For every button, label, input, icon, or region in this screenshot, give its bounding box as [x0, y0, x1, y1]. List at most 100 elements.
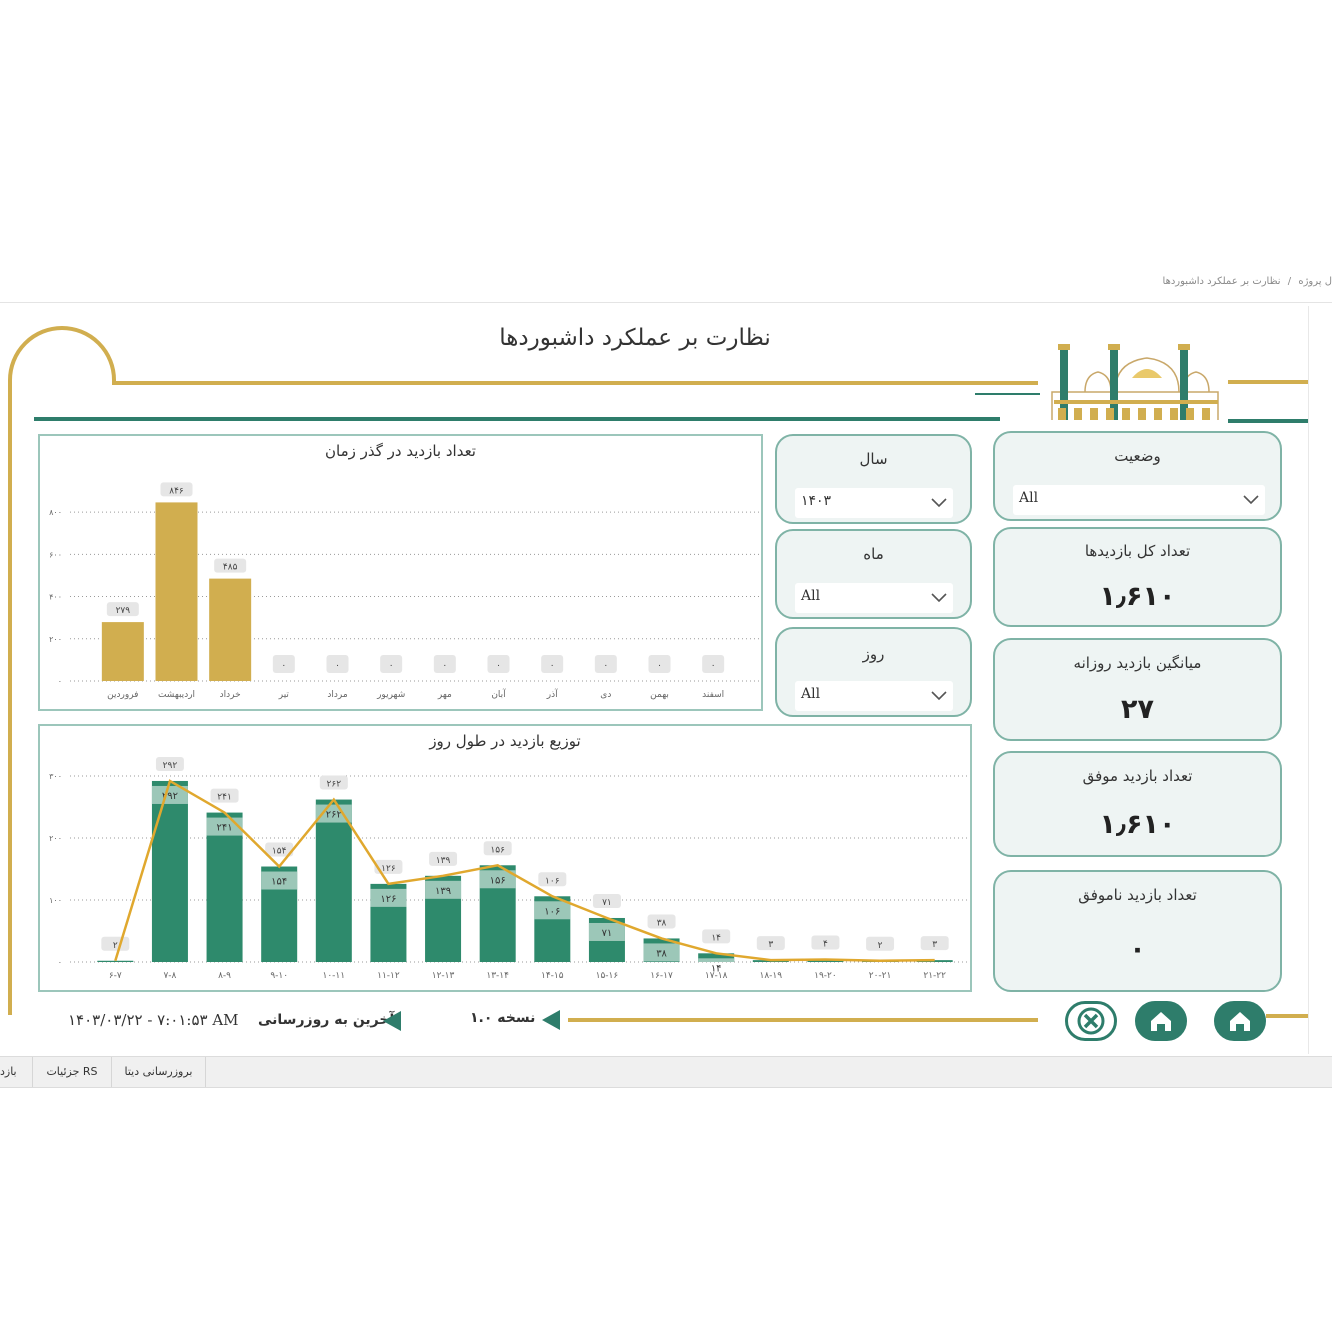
x-tick-label: ۱۴-۱۵: [541, 971, 564, 981]
day-filter-card: روز All: [775, 627, 972, 717]
year-filter-card: سال ۱۴۰۳: [775, 434, 972, 524]
monthly-chart-title: تعداد بازدید در گذر زمان: [325, 442, 476, 460]
status-filter-label: وضعیت: [1114, 447, 1161, 465]
year-filter-label: سال: [859, 450, 888, 468]
data-label: ۳: [768, 940, 773, 950]
daily-average-value: ۲۷: [1121, 694, 1154, 725]
page-tabs-bar: بازد جزئیات RS بروزرسانی دیتا: [0, 1056, 1332, 1088]
home-button-alt[interactable]: [1214, 1001, 1266, 1041]
bar: [698, 953, 735, 962]
data-label: ۲: [878, 941, 883, 951]
breadcrumb-page[interactable]: نظارت بر عملکرد داشبوردها: [1162, 276, 1281, 287]
data-label: ۷۱: [602, 928, 613, 939]
data-label-bg: [811, 935, 840, 950]
data-label: ۳۸: [656, 948, 667, 959]
data-label: ۰: [496, 661, 501, 671]
x-tick-label: ۱۳-۱۴: [486, 971, 509, 981]
data-label: ۱۳۹: [435, 886, 451, 897]
data-label: ۱۳۹: [436, 856, 451, 866]
year-dropdown[interactable]: ۱۴۰۳: [795, 488, 953, 518]
data-label: ۱۵۴: [272, 847, 287, 857]
bar: [155, 502, 198, 681]
data-label: ۱۵۶: [490, 845, 505, 855]
arrow-left-icon: [383, 1011, 401, 1031]
data-label: ۷۱: [602, 898, 612, 908]
successful-visits-card: تعداد بازدید موفق ۱٫۶۱۰: [993, 751, 1282, 857]
data-label: ۴۸۵: [223, 563, 238, 573]
status-filter-card: وضعیت All: [993, 431, 1282, 521]
bar-label-band: [479, 870, 516, 889]
data-label: ۲۷۹: [116, 606, 131, 616]
breadcrumb-project[interactable]: ل پروژه: [1298, 276, 1332, 287]
data-label: ۱۵۶: [490, 875, 506, 886]
hourly-chart-svg: ۰ ۱۰۰ ۲۰۰ ۳۰۰ ۲ ۶-۷ ۲۹۲ ۲۹۲ ۷-۸ ۲۴۱ ۲۴۱ ۸-۹ ۱۵۴ ۱۵۴ ۹-…: [49, 756, 970, 981]
data-label-bg: [374, 859, 403, 874]
data-label-bg: [380, 655, 403, 673]
bar: [315, 799, 352, 962]
data-label-bg: [648, 655, 671, 673]
x-tick-label: ۷-۸: [163, 971, 176, 981]
day-dropdown[interactable]: All: [795, 681, 953, 711]
x-tick-label: آبان: [491, 688, 506, 700]
data-label-bg: [265, 842, 294, 857]
data-label-bg: [702, 655, 725, 673]
y-tick-label: ۶۰۰: [49, 550, 62, 559]
data-label: ۲۶۲: [326, 810, 342, 821]
status-dropdown[interactable]: All: [1013, 485, 1265, 515]
x-tick-label: ۱۵-۱۶: [596, 971, 619, 981]
data-label-bg: [155, 756, 184, 771]
status-dropdown-value: All: [1019, 490, 1039, 506]
tab-visits[interactable]: بازد: [0, 1057, 33, 1087]
version-label: نسخه ۱.۰: [470, 1010, 536, 1026]
data-label-bg: [594, 655, 617, 673]
data-label: ۲۹۲: [162, 791, 178, 802]
data-label-bg: [756, 936, 785, 951]
bar-label-band: [425, 880, 462, 899]
data-label: ۱۴: [711, 933, 721, 943]
month-dropdown[interactable]: All: [795, 583, 953, 613]
x-tick-label: ۹-۱۰: [270, 971, 288, 981]
data-label: ۲: [113, 941, 118, 951]
hourly-chart-title: توزیع بازدید در طول روز: [429, 732, 581, 750]
x-tick-label: ۲۰-۲۱: [869, 971, 892, 981]
y-tick-label: ۴۰۰: [49, 593, 62, 602]
data-label-bg: [106, 602, 139, 617]
day-filter-label: روز: [862, 645, 885, 663]
data-label: ۰: [281, 661, 286, 671]
arrow-left-icon: [542, 1010, 560, 1030]
bar-label-band: [370, 888, 407, 907]
data-label-bg: [541, 655, 564, 673]
data-label-bg: [538, 872, 567, 887]
x-tick-label: اسفند: [702, 690, 724, 700]
x-tick-label: ۱۸-۱۹: [760, 971, 783, 981]
bar: [206, 812, 243, 962]
failed-visits-value: ۰: [1129, 934, 1146, 965]
bar-label-band: [261, 871, 298, 890]
tab-data-refresh[interactable]: بروزرسانی دیتا: [112, 1057, 206, 1087]
data-label: ۳: [932, 940, 937, 950]
data-label: ۰: [657, 661, 662, 671]
y-tick-label: ۰: [58, 958, 62, 967]
home-icon: [1230, 1012, 1250, 1031]
data-label-bg: [319, 775, 348, 790]
data-label: ۲۶۲: [327, 780, 342, 790]
data-label-bg: [326, 655, 349, 673]
month-dropdown-value: All: [801, 588, 821, 604]
bar: [101, 622, 144, 681]
tab-rs-details[interactable]: جزئیات RS: [33, 1057, 112, 1087]
x-tick-label: تیر: [278, 690, 290, 700]
x-tick-label: خرداد: [220, 690, 241, 700]
y-tick-label: ۰: [58, 677, 62, 686]
data-label: ۰: [442, 661, 447, 671]
x-tick-label: دی: [600, 690, 611, 700]
home-button[interactable]: [1135, 1001, 1187, 1041]
daily-average-card: میانگین بازدید روزانه ۲۷: [993, 638, 1282, 741]
bar: [97, 960, 134, 962]
bar: [209, 578, 252, 681]
close-button[interactable]: [1065, 1001, 1117, 1041]
x-tick-label: مرداد: [327, 690, 347, 700]
y-tick-label: ۱۰۰: [49, 896, 62, 905]
trend-line: [114, 779, 935, 963]
bar-label-band: [643, 943, 680, 962]
data-label: ۰: [711, 661, 716, 671]
